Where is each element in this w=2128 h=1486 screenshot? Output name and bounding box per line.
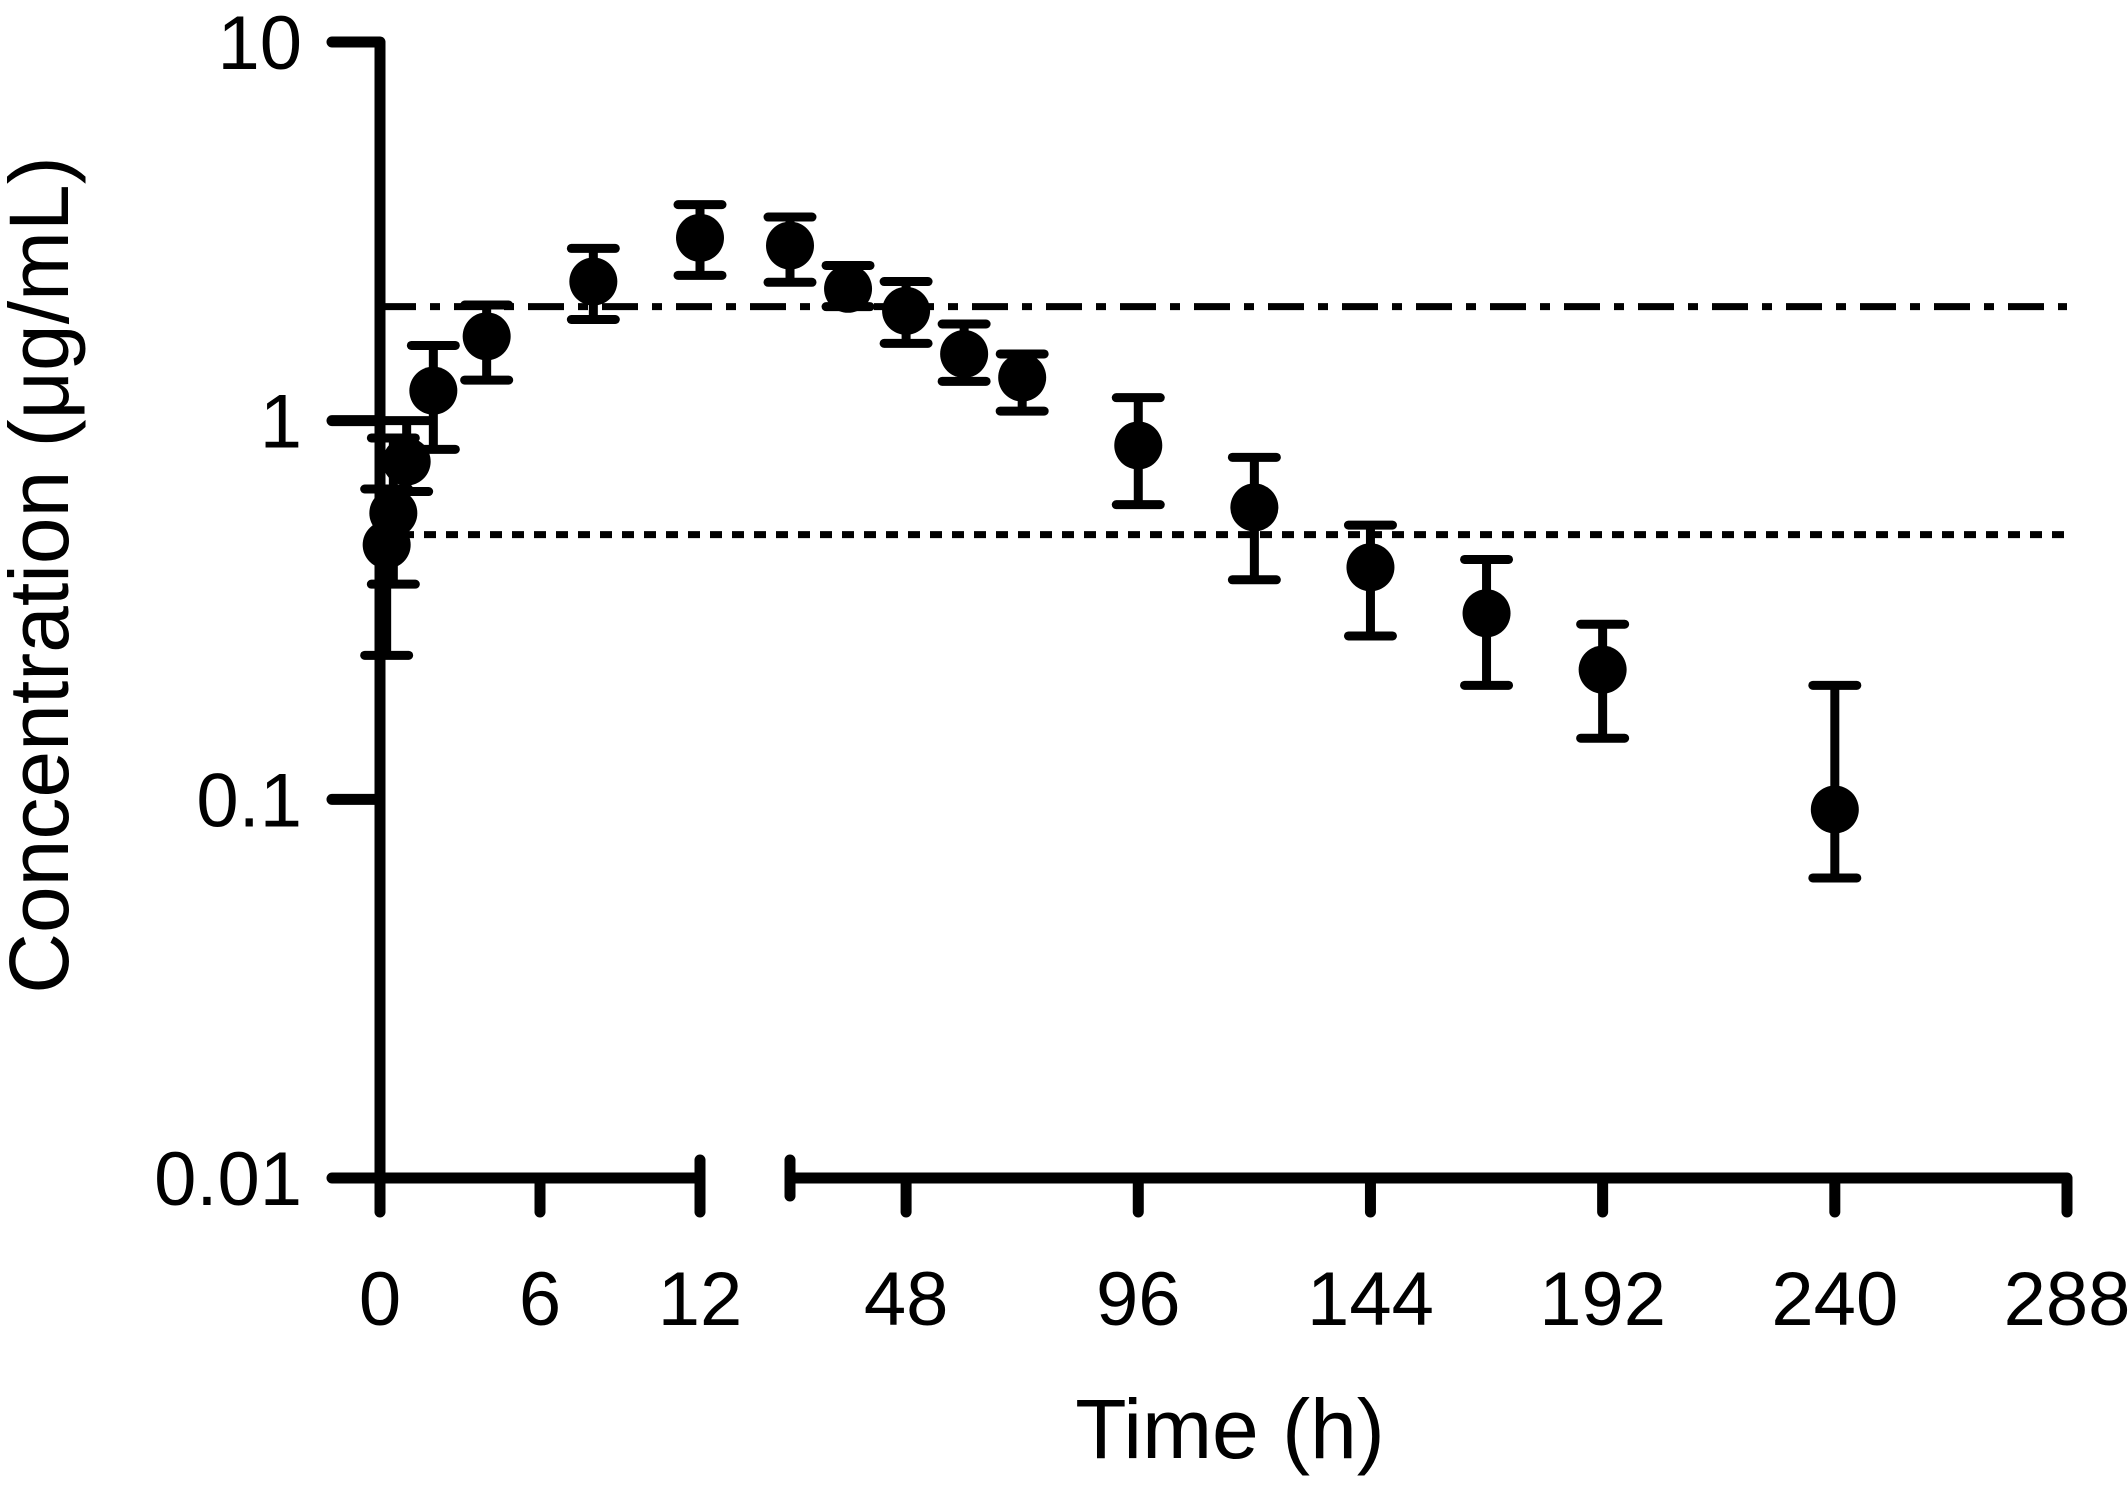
data-point (366, 433, 420, 589)
data-marker (462, 312, 511, 361)
y-tick-label: 1 (260, 380, 302, 465)
data-marker (1462, 589, 1511, 638)
x-tick-label: 6 (519, 1257, 561, 1342)
data-marker (676, 213, 724, 262)
x-tick-label: 48 (864, 1257, 949, 1342)
data-marker (382, 437, 431, 486)
data-point (1227, 452, 1281, 585)
data-point (937, 319, 991, 386)
data-point (1576, 619, 1630, 743)
x-tick-label: 288 (2004, 1257, 2128, 1342)
data-points (360, 200, 1862, 883)
data-point (1808, 680, 1862, 883)
x-tick-label: 0 (359, 1257, 401, 1342)
data-marker (824, 264, 873, 313)
data-marker (940, 329, 989, 378)
tick-labels: 0.01 0.1 1 10 0 6 12 48 96 144 192 240 288 (154, 1, 2128, 1342)
x-tick-label: 96 (1096, 1257, 1181, 1342)
data-point (821, 260, 875, 313)
y-tick-label: 10 (217, 1, 302, 86)
data-marker (569, 257, 618, 306)
data-marker (409, 366, 458, 415)
data-marker (1114, 421, 1163, 470)
data-marker (882, 286, 931, 335)
x-tick-label: 12 (658, 1257, 743, 1342)
data-point (995, 349, 1049, 416)
x-tick-label: 192 (1539, 1257, 1666, 1342)
axes (326, 36, 2073, 1218)
data-point (460, 300, 514, 385)
data-point (673, 200, 727, 280)
data-marker (1230, 483, 1279, 532)
data-point (763, 212, 817, 287)
data-marker (1578, 645, 1627, 694)
data-point (406, 340, 460, 454)
y-tick-label: 0.1 (196, 758, 302, 843)
x-axis-title: Time (h) (1075, 1382, 1385, 1476)
data-marker (998, 353, 1047, 402)
data-point (1460, 554, 1514, 690)
data-point (566, 243, 620, 324)
data-marker (369, 489, 418, 538)
data-marker (1810, 785, 1859, 834)
x-tick-label: 240 (1771, 1257, 1898, 1342)
y-tick-label: 0.01 (154, 1137, 302, 1222)
data-point (1343, 520, 1397, 641)
data-marker (1346, 543, 1395, 592)
data-point (879, 277, 933, 348)
y-axis-title: Concentration (μg/mL) (0, 156, 86, 993)
data-point (1111, 393, 1165, 510)
data-marker (766, 221, 814, 270)
x-tick-label: 144 (1307, 1257, 1434, 1342)
reference-lines (380, 303, 2067, 539)
